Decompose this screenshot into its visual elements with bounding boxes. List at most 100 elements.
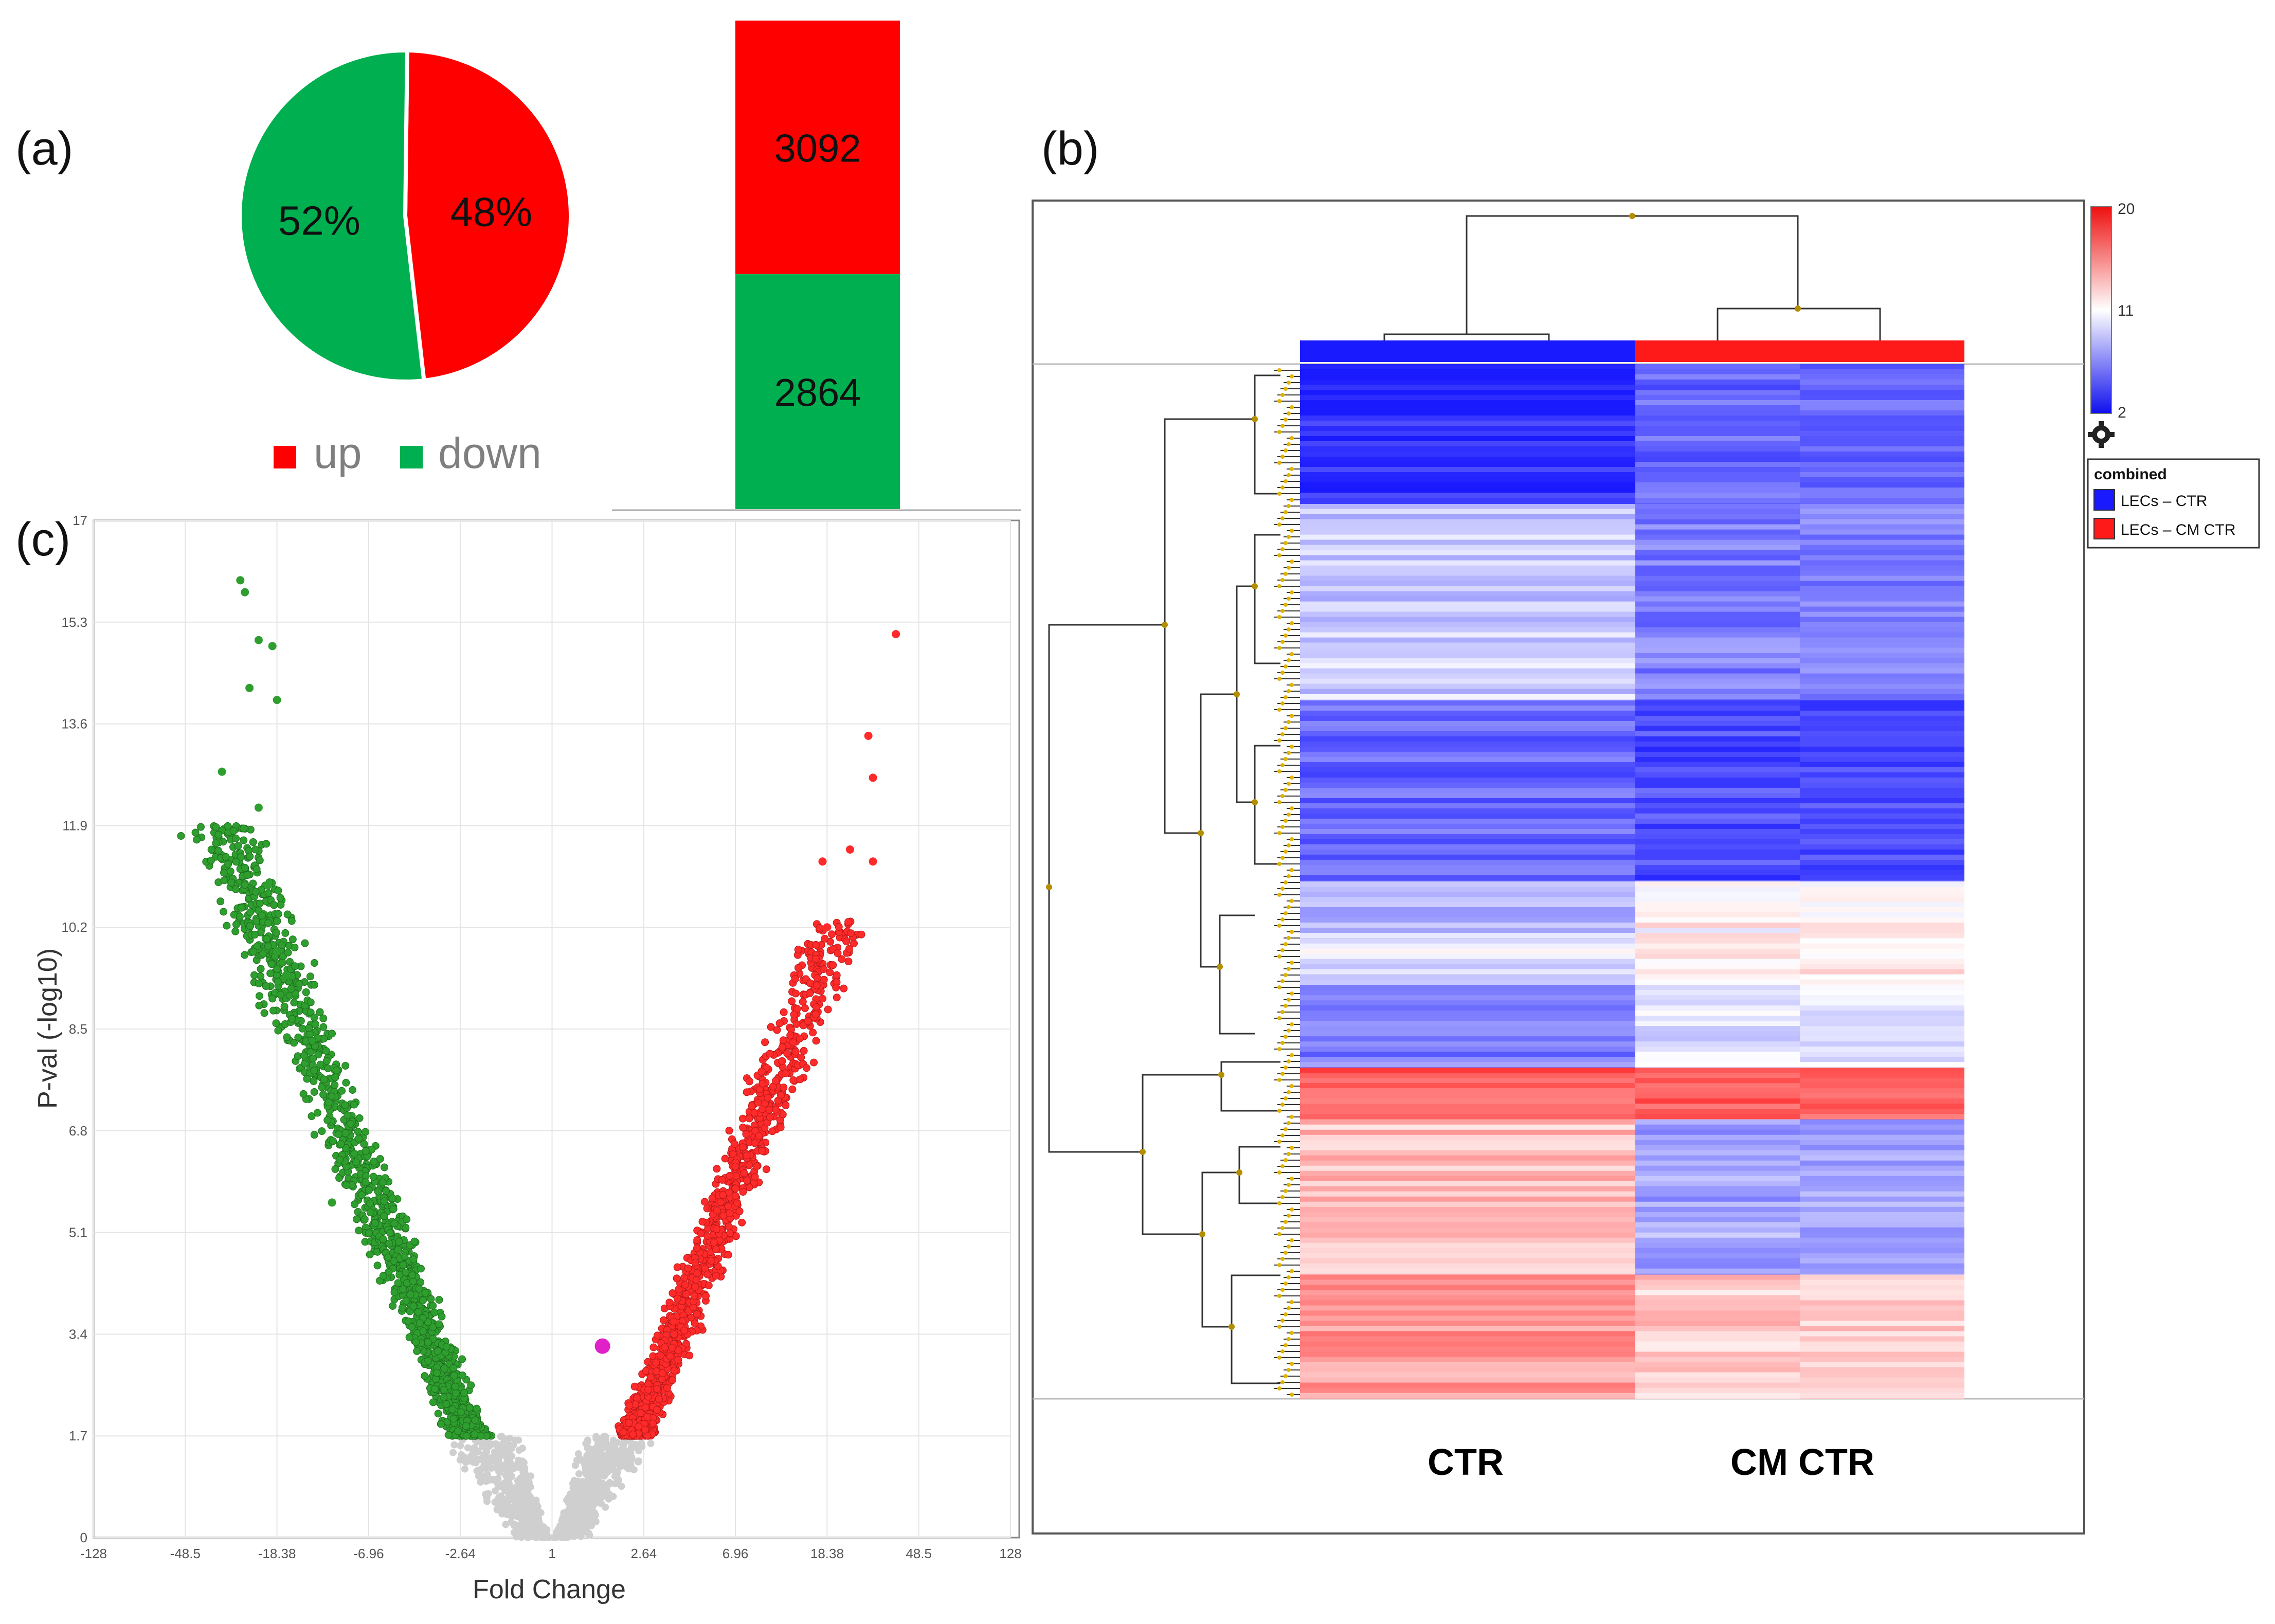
volcano-point-ns: [510, 1496, 517, 1504]
row-dendrogram-branch: [1254, 534, 1280, 586]
volcano-y-tick-label: 13.6: [61, 716, 87, 732]
dendrogram-leaf-node: [1280, 856, 1285, 860]
volcano-point-down: [316, 1060, 324, 1069]
volcano-point-up: [832, 983, 840, 991]
heatmap-cell: [1800, 1057, 1964, 1062]
heatmap-cell: [1300, 933, 1635, 939]
heatmap-cell: [1300, 524, 1635, 530]
volcano-point-up: [693, 1310, 701, 1319]
heatmap-cell: [1300, 700, 1635, 706]
heatmap-cell: [1635, 534, 1800, 540]
volcano-point-ns: [450, 1441, 458, 1449]
volcano-point-down: [434, 1410, 442, 1418]
heatmap-cell: [1635, 1155, 1800, 1161]
volcano-point-up: [641, 1425, 649, 1434]
heatmap-cell: [1300, 1242, 1635, 1249]
heatmap-cell: [1300, 1387, 1635, 1394]
volcano-point-up: [820, 965, 828, 973]
heatmap-cell: [1635, 1160, 1800, 1166]
heatmap-cell: [1800, 1026, 1964, 1032]
row-dendrogram-branch: [1231, 1274, 1280, 1327]
heatmap-cell: [1635, 586, 1800, 592]
heatmap-cell: [1635, 390, 1800, 395]
volcano-point-down: [191, 828, 200, 837]
volcano-point-up: [845, 845, 854, 854]
volcano-point-down: [419, 1327, 427, 1336]
volcano-point-down: [229, 827, 238, 835]
dendrogram-leaf-node: [1277, 1356, 1281, 1360]
volcano-x-tick-label: 48.5: [906, 1546, 932, 1561]
dendrogram-leaf-node: [1280, 763, 1285, 767]
heatmap-cell: [1635, 472, 1800, 478]
colorbar: [2090, 206, 2112, 414]
heatmap-cell: [1800, 1165, 1964, 1171]
volcano-point-up: [755, 1132, 763, 1140]
heatmap-cell: [1300, 1258, 1635, 1264]
heatmap-cell: [1300, 782, 1635, 788]
volcano-point-down: [374, 1187, 382, 1196]
dendrogram-leaf-node: [1290, 1362, 1294, 1366]
volcano-point-down: [328, 1198, 336, 1207]
volcano-point-up: [778, 1043, 786, 1052]
heatmap: [1300, 340, 1964, 1399]
volcano-point-down: [256, 899, 264, 908]
volcano-point-ns: [585, 1454, 593, 1461]
volcano-point-ns: [597, 1451, 604, 1458]
volcano-point-down: [385, 1239, 393, 1248]
heatmap-cell: [1300, 1057, 1635, 1062]
heatmap-cell: [1800, 1248, 1964, 1254]
dendrogram-leaf-node: [1284, 634, 1288, 638]
heatmap-cell: [1300, 859, 1635, 865]
volcano-point-down: [395, 1238, 403, 1246]
heatmap-cell: [1635, 647, 1800, 654]
volcano-y-tick-label: 0: [80, 1530, 87, 1545]
dendrogram-leaf-node: [1284, 819, 1288, 823]
dendrogram-leaf-node: [1284, 1096, 1288, 1100]
panel-label-c: (c): [15, 513, 70, 566]
volcano-point-down: [232, 921, 241, 929]
heatmap-cell: [1800, 1305, 1964, 1311]
heatmap-cell: [1800, 472, 1964, 478]
volcano-point-down: [253, 942, 261, 950]
volcano-point-down: [471, 1416, 479, 1424]
volcano-point-down: [311, 1020, 319, 1028]
heatmap-cell: [1635, 710, 1800, 716]
gear-icon[interactable]: [2088, 421, 2115, 448]
heatmap-cell: [1300, 1124, 1635, 1130]
volcano-point-down: [232, 834, 240, 842]
heatmap-cell: [1800, 1052, 1964, 1057]
volcano-point-down: [457, 1408, 465, 1416]
heatmap-cell: [1800, 1078, 1964, 1084]
volcano-point-ns: [521, 1470, 529, 1478]
heatmap-cell: [1300, 792, 1635, 799]
heatmap-cell: [1300, 746, 1635, 752]
volcano-point-down: [278, 959, 286, 967]
heatmap-cell: [1635, 828, 1800, 835]
dendrogram-leaf-node: [1284, 664, 1288, 669]
heatmap-cell: [1635, 436, 1800, 442]
heatmap-cell: [1635, 477, 1800, 483]
volcano-point-ns: [584, 1445, 591, 1452]
heatmap-cell: [1300, 1212, 1635, 1218]
volcano-point-down: [290, 999, 298, 1007]
volcano-point-up: [712, 1225, 720, 1233]
volcano-point-down: [299, 1090, 308, 1098]
dendrogram-leaf-node: [1287, 566, 1291, 570]
volcano-point-ns: [613, 1471, 621, 1478]
legend-swatch-up: [274, 446, 296, 468]
heatmap-cell: [1300, 938, 1635, 944]
heatmap-cell: [1635, 637, 1800, 643]
volcano-point-up: [845, 945, 854, 953]
dendrogram-leaf-node: [1277, 1232, 1281, 1236]
heatmap-cell: [1635, 1351, 1800, 1358]
volcano-point-down: [467, 1381, 475, 1390]
heatmap-cell: [1635, 405, 1800, 411]
volcano-point-ns: [517, 1529, 525, 1537]
volcano-point-up: [703, 1270, 712, 1278]
dendrogram-leaf-node: [1277, 831, 1281, 835]
volcano-point-up: [828, 930, 836, 939]
volcano-point-down: [366, 1208, 374, 1217]
volcano-point-down: [196, 823, 205, 831]
volcano-point-ns: [493, 1478, 501, 1486]
heatmap-cell: [1800, 1274, 1964, 1280]
